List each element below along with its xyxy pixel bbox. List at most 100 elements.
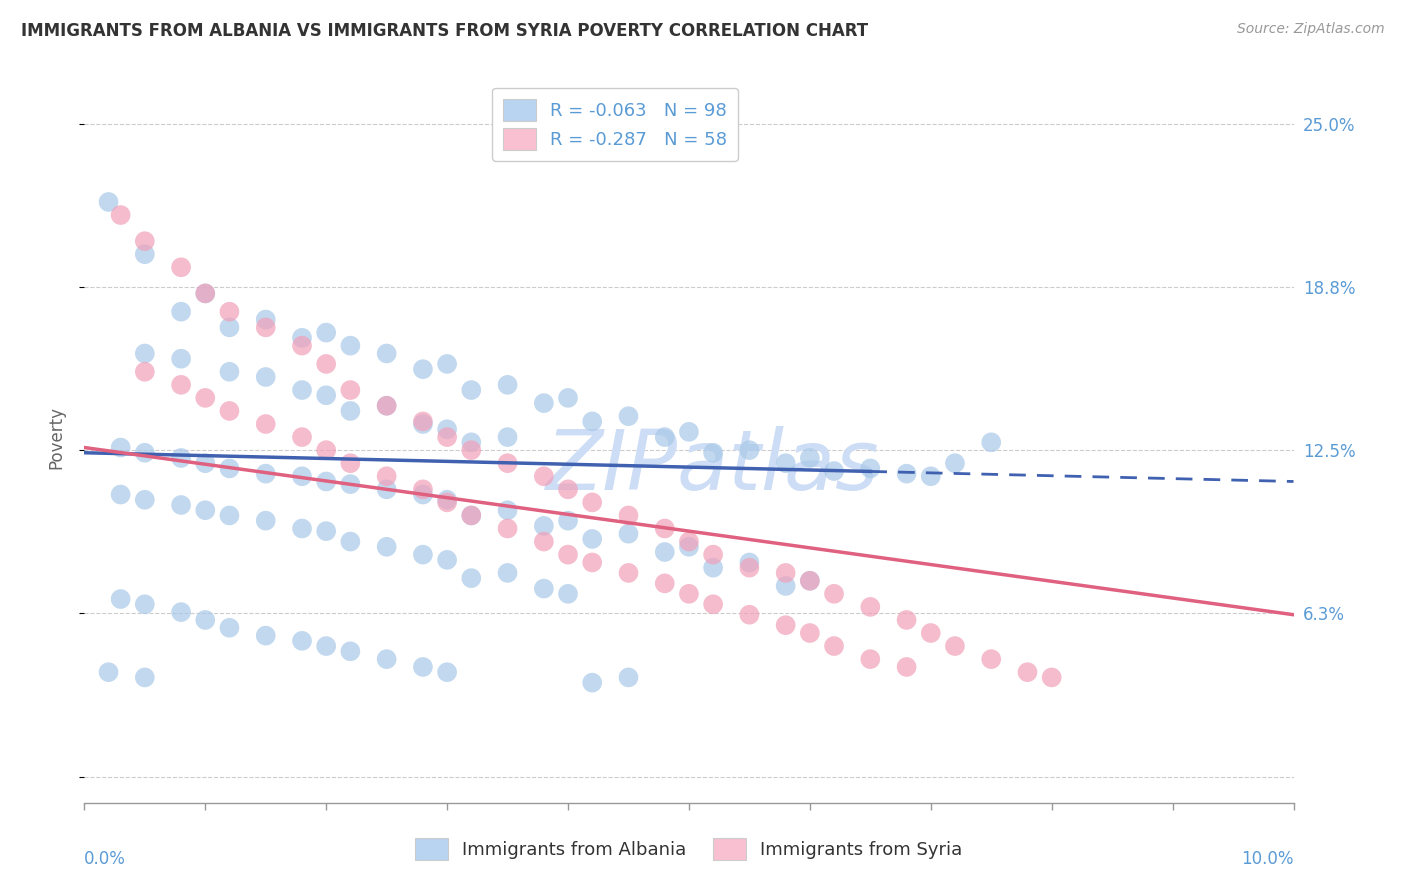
Point bbox=[170, 605, 193, 619]
Point bbox=[617, 566, 640, 580]
Point bbox=[110, 487, 132, 501]
Point bbox=[110, 592, 132, 607]
Point bbox=[110, 208, 132, 222]
Point bbox=[654, 521, 676, 535]
Point bbox=[654, 545, 676, 559]
Point bbox=[339, 477, 361, 491]
Point bbox=[218, 621, 240, 635]
Point bbox=[738, 607, 761, 622]
Point bbox=[315, 326, 337, 340]
Point bbox=[339, 404, 361, 418]
Point bbox=[460, 508, 482, 523]
Point bbox=[134, 365, 156, 379]
Point bbox=[134, 670, 156, 684]
Point bbox=[110, 441, 132, 455]
Point bbox=[678, 534, 700, 549]
Point bbox=[375, 346, 398, 360]
Text: 10.0%: 10.0% bbox=[1241, 850, 1294, 868]
Point bbox=[496, 503, 519, 517]
Point bbox=[254, 514, 277, 528]
Point bbox=[339, 339, 361, 353]
Point bbox=[557, 391, 579, 405]
Point bbox=[799, 574, 821, 588]
Point bbox=[702, 597, 724, 611]
Point bbox=[436, 665, 458, 680]
Point bbox=[581, 556, 603, 570]
Point bbox=[496, 377, 519, 392]
Y-axis label: Poverty: Poverty bbox=[48, 406, 66, 468]
Point bbox=[799, 574, 821, 588]
Point bbox=[254, 370, 277, 384]
Point bbox=[678, 587, 700, 601]
Point bbox=[557, 514, 579, 528]
Point bbox=[496, 430, 519, 444]
Point bbox=[339, 534, 361, 549]
Point bbox=[775, 618, 797, 632]
Point bbox=[254, 467, 277, 481]
Text: 0.0%: 0.0% bbox=[84, 850, 127, 868]
Point bbox=[194, 286, 217, 301]
Point bbox=[859, 599, 882, 614]
Point bbox=[460, 508, 482, 523]
Point bbox=[738, 560, 761, 574]
Point bbox=[291, 521, 314, 535]
Point bbox=[254, 417, 277, 431]
Point bbox=[97, 665, 120, 680]
Point bbox=[823, 464, 845, 478]
Point bbox=[859, 652, 882, 666]
Point bbox=[412, 660, 434, 674]
Point bbox=[97, 194, 120, 209]
Point bbox=[134, 346, 156, 360]
Point bbox=[702, 560, 724, 574]
Text: IMMIGRANTS FROM ALBANIA VS IMMIGRANTS FROM SYRIA POVERTY CORRELATION CHART: IMMIGRANTS FROM ALBANIA VS IMMIGRANTS FR… bbox=[21, 22, 869, 40]
Point bbox=[134, 492, 156, 507]
Point bbox=[254, 320, 277, 334]
Point bbox=[194, 391, 217, 405]
Point bbox=[218, 320, 240, 334]
Point bbox=[291, 430, 314, 444]
Point bbox=[738, 556, 761, 570]
Point bbox=[194, 286, 217, 301]
Point bbox=[291, 339, 314, 353]
Point bbox=[412, 548, 434, 562]
Point bbox=[412, 483, 434, 497]
Point bbox=[581, 414, 603, 428]
Point bbox=[702, 548, 724, 562]
Point bbox=[496, 521, 519, 535]
Point bbox=[1040, 670, 1063, 684]
Point bbox=[436, 430, 458, 444]
Point bbox=[170, 377, 193, 392]
Point bbox=[460, 571, 482, 585]
Point bbox=[581, 495, 603, 509]
Point bbox=[218, 304, 240, 318]
Point bbox=[980, 435, 1002, 450]
Point bbox=[738, 443, 761, 458]
Point bbox=[823, 587, 845, 601]
Text: ZIPatlas: ZIPatlas bbox=[547, 425, 880, 507]
Point bbox=[412, 487, 434, 501]
Point bbox=[775, 566, 797, 580]
Point bbox=[375, 540, 398, 554]
Point bbox=[799, 450, 821, 465]
Point bbox=[775, 456, 797, 470]
Point bbox=[617, 670, 640, 684]
Point bbox=[557, 587, 579, 601]
Point bbox=[194, 456, 217, 470]
Point bbox=[533, 469, 555, 483]
Point bbox=[291, 331, 314, 345]
Point bbox=[436, 553, 458, 567]
Point bbox=[678, 540, 700, 554]
Point bbox=[617, 508, 640, 523]
Point bbox=[315, 357, 337, 371]
Point bbox=[533, 519, 555, 533]
Point bbox=[617, 409, 640, 424]
Point bbox=[799, 626, 821, 640]
Point bbox=[134, 234, 156, 248]
Point bbox=[943, 456, 966, 470]
Point bbox=[617, 526, 640, 541]
Point bbox=[533, 396, 555, 410]
Point bbox=[315, 639, 337, 653]
Point bbox=[702, 446, 724, 460]
Point bbox=[254, 312, 277, 326]
Point bbox=[436, 495, 458, 509]
